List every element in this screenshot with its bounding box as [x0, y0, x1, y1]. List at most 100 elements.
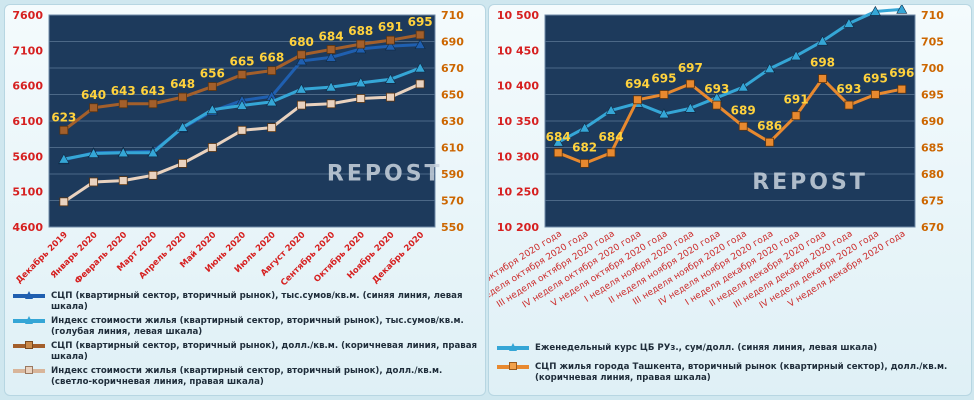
right-tick-label: 650: [441, 89, 464, 102]
data-point: [386, 92, 395, 102]
data-point: [659, 90, 669, 99]
data-point: [326, 99, 336, 109]
data-point: [207, 143, 217, 152]
data-point: [267, 123, 277, 133]
data-point: [384, 40, 396, 51]
category-label: Сентябрь 2020: [278, 229, 337, 288]
data-point: [764, 63, 776, 74]
legend-swatch-orange-square: [497, 362, 529, 370]
data-point: [296, 50, 306, 60]
left-tick-label: 10 200: [497, 221, 539, 234]
right-tick-label: 705: [921, 36, 944, 49]
data-point: [816, 35, 829, 46]
data-label: 684: [319, 29, 344, 43]
data-point: [118, 99, 128, 109]
data-point: [177, 121, 189, 132]
data-point: [89, 103, 98, 113]
legend-label: СЦП (квартирный сектор, вторичный рынок)…: [51, 341, 478, 362]
right-tick-label: 630: [441, 115, 464, 128]
data-point: [59, 125, 69, 135]
data-point: [207, 82, 217, 91]
legend-item: СЦП (квартирный сектор, вторичный рынок)…: [11, 291, 479, 313]
data-point: [553, 148, 563, 158]
data-point: [59, 197, 69, 207]
data-point: [88, 147, 100, 158]
legend-label: СЦП жилья города Ташкента, вторичный рын…: [535, 362, 948, 383]
right-tick-label: 570: [441, 195, 464, 208]
series-line: [557, 77, 903, 165]
data-label: 695: [863, 72, 888, 86]
data-point: [178, 158, 188, 168]
data-label: 693: [836, 82, 861, 96]
data-label: 656: [200, 67, 225, 81]
legend-item: СЦП жилья города Ташкента, вторичный рын…: [495, 362, 965, 384]
data-label: 684: [546, 130, 571, 144]
legend-swatch-lightbrown-square: [13, 366, 45, 374]
data-point: [605, 104, 617, 115]
right-tick-label: 690: [441, 36, 464, 49]
data-point: [579, 122, 591, 133]
data-label: 695: [651, 72, 676, 86]
right-tick-label: 675: [921, 195, 944, 208]
category-label: Октябрь 2020: [311, 229, 366, 284]
legend-swatch-lightblue-triangle: [497, 346, 529, 350]
data-point: [267, 66, 277, 76]
category-label: Декабрь 2019: [13, 229, 70, 286]
data-point: [118, 176, 128, 186]
data-point: [237, 125, 247, 135]
watermark-logo: REPOST: [327, 161, 443, 186]
data-point: [89, 177, 98, 187]
data-point: [356, 94, 366, 103]
left-tick-label: 5100: [12, 186, 43, 199]
data-point: [685, 79, 695, 89]
data-point: [843, 17, 855, 28]
data-point: [870, 90, 880, 99]
right-tick-label: 685: [921, 142, 944, 155]
right-tick-label: 695: [921, 89, 944, 102]
data-label: 697: [678, 61, 703, 75]
data-point: [633, 95, 642, 105]
left-tick-label: 5600: [12, 150, 43, 163]
left-tick-label: 10 450: [497, 44, 539, 57]
data-point: [737, 81, 749, 92]
data-point: [117, 147, 129, 158]
data-point: [790, 50, 802, 61]
left-tick-label: 10 350: [497, 115, 539, 128]
data-label: 689: [731, 103, 756, 117]
data-point: [606, 148, 616, 158]
data-point: [897, 84, 907, 94]
legend-label: Индекс стоимости жилья (квартирный секто…: [51, 316, 464, 337]
data-label: 643: [111, 84, 136, 98]
data-point: [869, 5, 881, 16]
left-tick-label: 6100: [12, 115, 43, 128]
data-point: [325, 51, 337, 62]
left-tick-label: 10 400: [497, 80, 539, 93]
data-point: [236, 99, 248, 110]
right-tick-label: 710: [921, 9, 944, 22]
legend-label: Индекс стоимости жилья (квартирный секто…: [51, 366, 443, 387]
data-point: [384, 73, 396, 84]
data-point: [237, 70, 247, 80]
data-point: [580, 158, 590, 168]
data-point: [178, 92, 188, 102]
legend-item: Еженедельный курс ЦБ РУз., сум/долл. (си…: [495, 343, 965, 354]
left-tick-label: 7600: [12, 9, 43, 22]
data-point: [684, 102, 696, 113]
legend-label: Еженедельный курс ЦБ РУз., сум/долл. (си…: [535, 343, 878, 353]
data-point: [712, 100, 722, 110]
data-point: [295, 83, 307, 94]
data-point: [552, 136, 564, 147]
data-label: 682: [572, 140, 597, 154]
data-point: [791, 111, 801, 121]
data-point: [295, 55, 307, 66]
data-point: [325, 81, 337, 92]
left-chart-panel: 550 570 590 610 630 650 670 690 710 4600 5100 5600 6…: [4, 4, 486, 396]
data-point: [658, 108, 670, 119]
data-label: 648: [170, 77, 195, 91]
category-label: Декабрь 2020: [370, 229, 427, 286]
left-tick-label: 10 250: [497, 186, 539, 199]
data-point: [414, 62, 426, 73]
data-point: [147, 147, 159, 158]
legend-item: Индекс стоимости жилья (квартирный секто…: [11, 366, 479, 388]
right-tick-label: 690: [921, 115, 944, 128]
